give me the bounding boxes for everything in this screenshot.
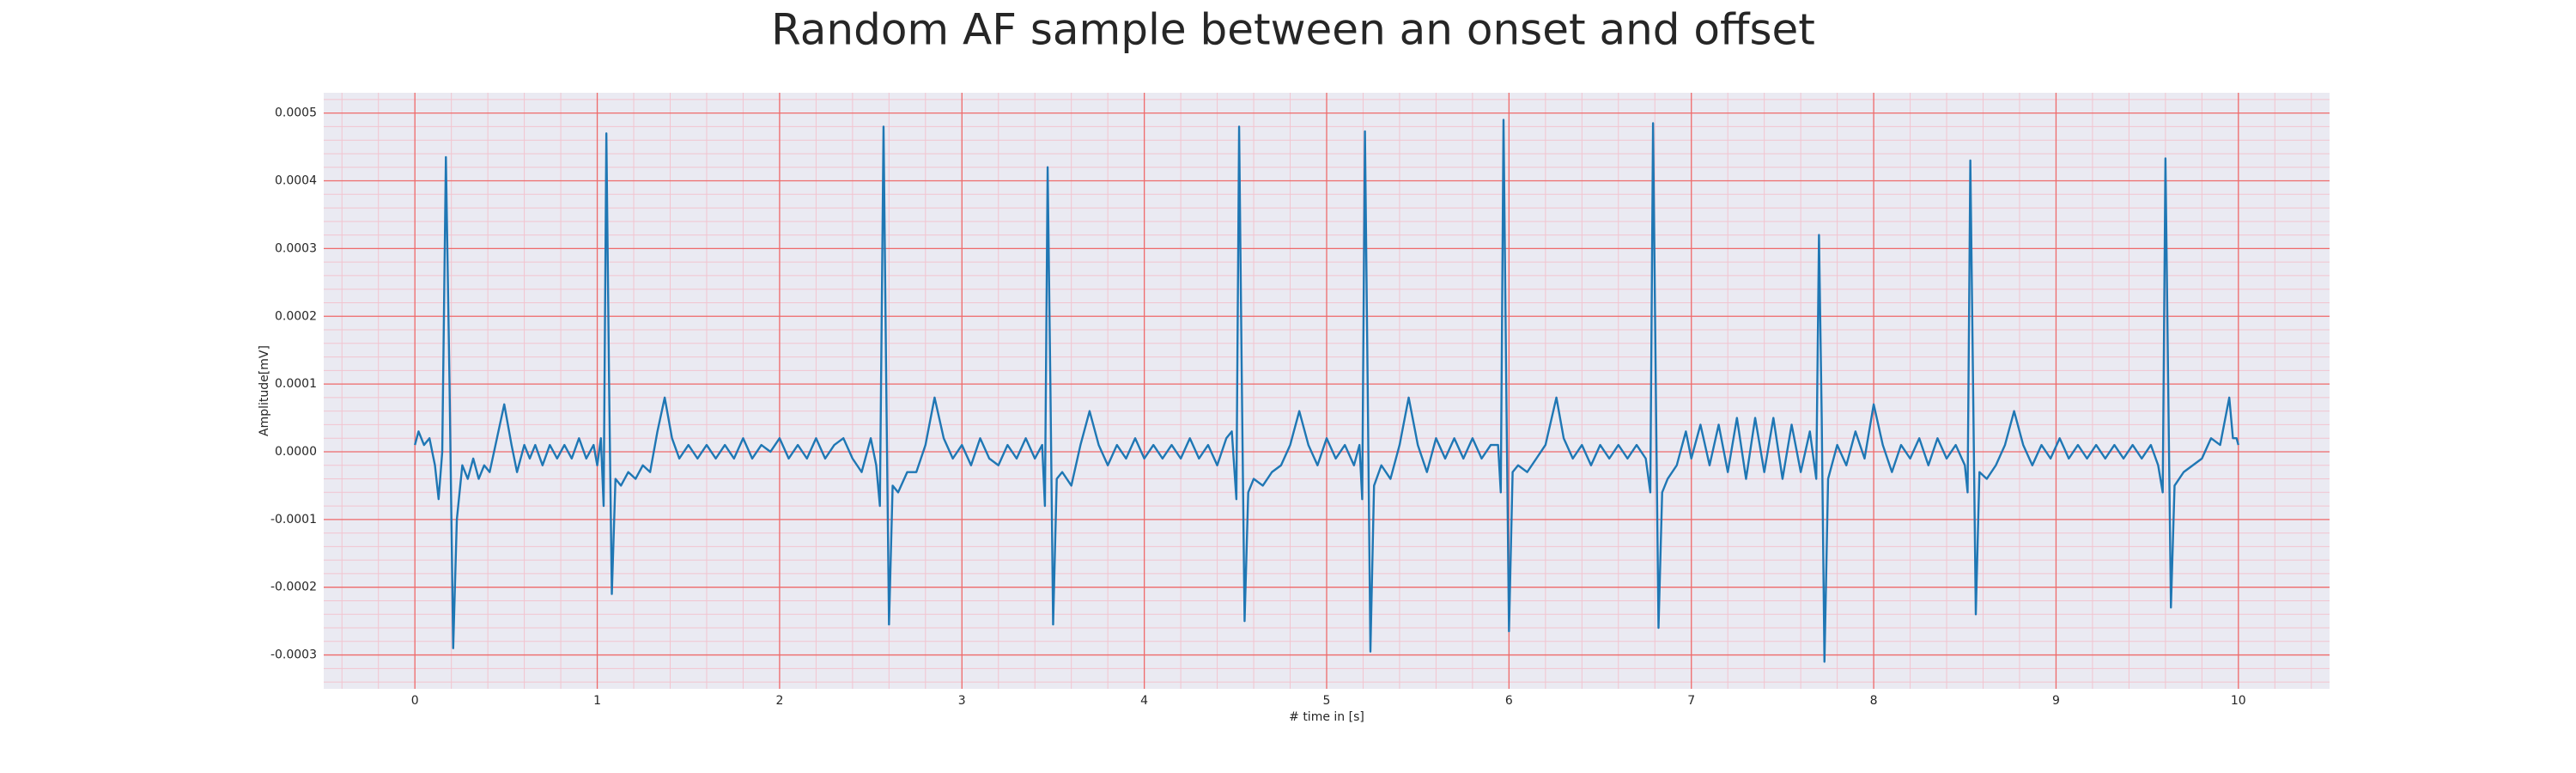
x-tick-label: 5: [1323, 694, 1331, 708]
y-tick-label: -0.0002: [270, 581, 317, 594]
y-tick-label: 0.0002: [275, 309, 317, 323]
x-tick-label: 10: [2231, 694, 2246, 708]
x-tick-label: 9: [2052, 694, 2060, 708]
x-tick-label: 1: [593, 694, 601, 708]
chart-title: Random AF sample between an onset and of…: [771, 5, 1815, 55]
x-tick-label: 2: [775, 694, 783, 708]
x-tick-label: 3: [958, 694, 966, 708]
x-tick-label: 6: [1505, 694, 1513, 708]
y-tick-label: 0.0005: [275, 107, 317, 120]
y-tick-label: 0.0003: [275, 241, 317, 255]
x-tick-label: 4: [1140, 694, 1148, 708]
y-tick-label: -0.0003: [270, 648, 317, 662]
y-tick-label: -0.0001: [270, 513, 317, 526]
y-tick-label: 0.0004: [275, 174, 317, 188]
x-axis-label: # time in [s]: [1289, 710, 1364, 724]
x-tick-label: 7: [1687, 694, 1695, 708]
y-tick-label: 0.0001: [275, 377, 317, 391]
grid: [324, 93, 2330, 689]
signal-line: [414, 119, 2239, 663]
x-tick-label: 8: [1870, 694, 1878, 708]
y-axis-label: Amplitude[mV]: [258, 345, 271, 436]
marks: [414, 119, 2239, 663]
y-tick-label: 0.0000: [275, 445, 317, 459]
x-tick-label: 0: [411, 694, 419, 708]
